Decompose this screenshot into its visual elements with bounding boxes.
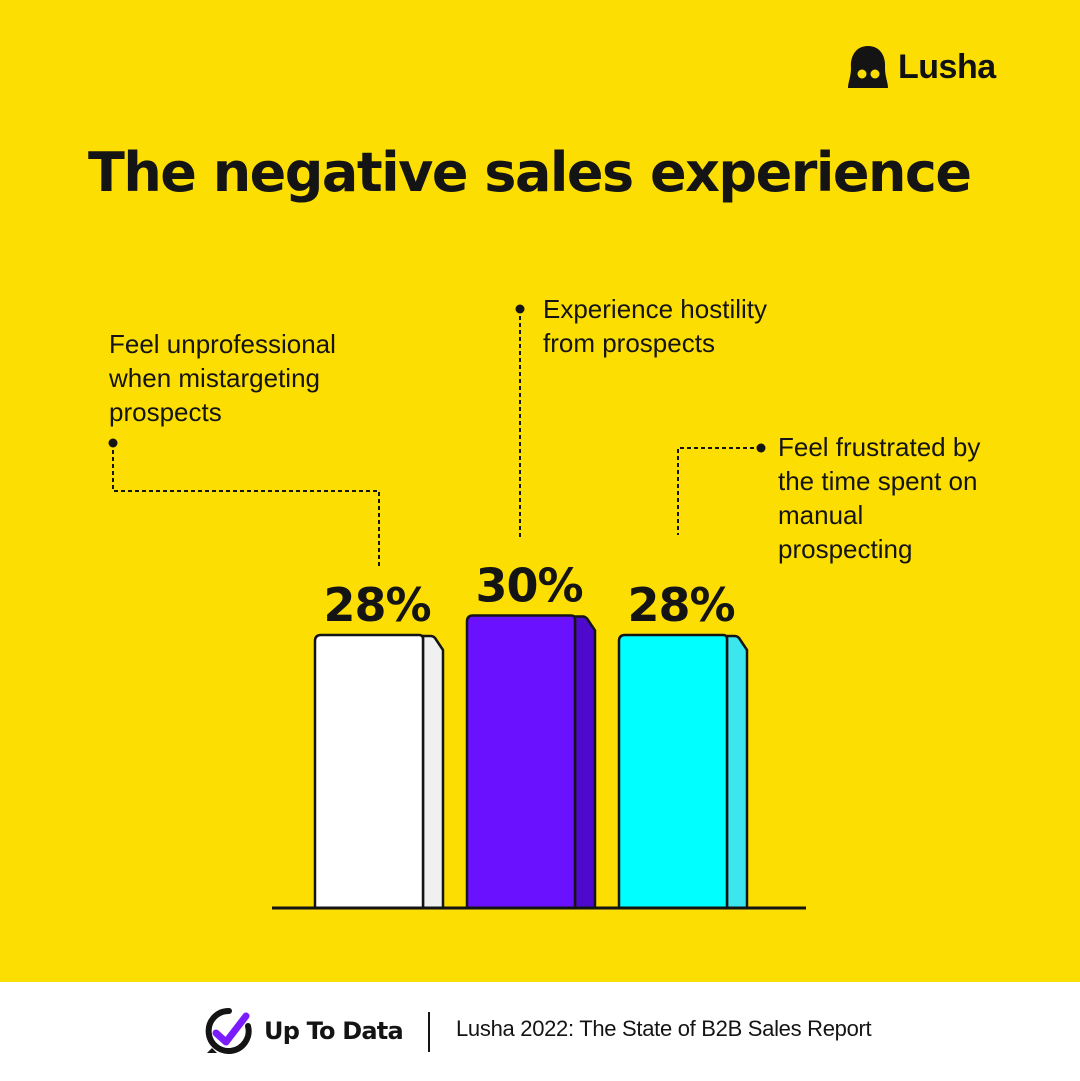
footer-source: Lusha 2022: The State of B2B Sales Repor… [456, 1016, 872, 1041]
check-cycle-icon [205, 1007, 252, 1054]
value-labels-group: 28% 30% 28% [323, 559, 735, 633]
footer-divider [428, 1012, 430, 1052]
annotation-leaders [108, 304, 766, 569]
value-label-1: 28% [323, 578, 430, 632]
lusha-logo: Lusha [846, 42, 996, 92]
leader-dot-2 [515, 304, 525, 314]
bar-2 [465, 614, 597, 910]
up-to-data-logo: Up To Data [204, 1006, 404, 1056]
bar-1 [313, 633, 445, 910]
footer: Up To Data Lusha 2022: The State of B2B … [0, 982, 1080, 1081]
bar-3 [617, 633, 749, 910]
bar-side-3 [725, 634, 749, 910]
leader-dot-3 [756, 443, 766, 453]
value-label-2: 30% [475, 559, 582, 613]
lusha-avatar-icon [848, 46, 888, 88]
value-label-3: 28% [627, 578, 734, 632]
brand-name: Lusha [898, 47, 996, 86]
category-label-3: Feel frustrated by the time spent on man… [778, 432, 981, 564]
bar-front-3 [617, 633, 729, 908]
bar-chart: 28% 30% 28% [108, 304, 806, 910]
infographic-canvas: Lusha The negative sales experience 28% 3… [0, 0, 1080, 982]
bar-side-2 [573, 615, 597, 910]
bar-front-2 [465, 614, 577, 908]
leader-line-1 [112, 443, 380, 569]
leader-dot-1 [108, 438, 118, 448]
leader-line-3 [677, 447, 761, 535]
bar-front-1 [313, 633, 425, 908]
chart-title: The negative sales experience [88, 141, 972, 204]
bar-side-1 [421, 634, 445, 910]
footer-brand-name: Up To Data [264, 1017, 404, 1045]
category-label-2: Experience hostility from prospects [543, 294, 767, 358]
category-label-1: Feel unprofessional when mistargeting pr… [109, 329, 336, 427]
bars-group [313, 614, 749, 910]
